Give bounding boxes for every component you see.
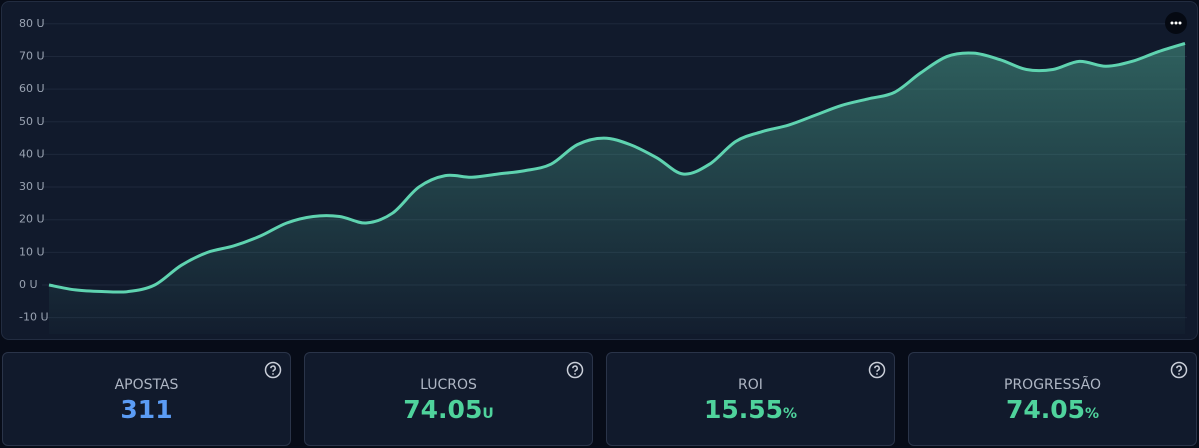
help-icon[interactable] [264,361,282,379]
help-icon[interactable] [1170,361,1188,379]
y-tick-label: 10 U [19,245,45,258]
y-tick-label: 20 U [19,213,45,226]
line [48,41,1186,294]
stat-value-row: 74.05U [305,395,592,424]
stat-value-row: 311 [3,395,290,424]
y-tick-label: 30 U [19,180,45,193]
y-tick-label: 80 U [19,17,45,30]
stat-card: LUCROS 74.05U [304,352,593,446]
y-tick-label: -10 U [19,311,49,324]
stat-card: APOSTAS 311 [2,352,291,446]
stat-unit: % [783,406,798,422]
chart: -10 U 0 U 10 U 20 U 30 U 40 U 50 U 60 U 70 U 80 U [19,17,1187,334]
stat-value: 74.05 [1005,395,1086,424]
stat-label: PROGRESSÃO [1004,377,1101,393]
stat-value-row: 15.55% [607,395,894,424]
help-icon[interactable] [868,361,886,379]
stat-card: PROGRESSÃO 74.05% [908,352,1197,446]
help-icon[interactable] [566,361,584,379]
area [49,43,1185,334]
stat-label: APOSTAS [114,377,179,393]
stat-unit: % [1085,406,1100,422]
stat-label: ROI [738,377,763,393]
menu-button[interactable] [1165,12,1187,34]
y-tick-label: 50 U [19,115,45,128]
y-tick-label: 70 U [19,49,45,62]
stat-value-row: 74.05% [909,395,1196,424]
stat-card: ROI 15.55% [606,352,895,446]
y-tick-label: 40 U [19,147,45,160]
chart-panel: -10 U 0 U 10 U 20 U 30 U 40 U 50 U 60 U 70 U 80 U [1,1,1198,340]
stat-label: LUCROS [420,377,477,393]
y-tick-label: 60 U [19,82,45,95]
stat-unit: U [482,406,494,422]
stat-value: 74.05 [403,395,483,424]
stat-value: 15.55 [703,395,784,424]
y-tick-label: 0 U [19,278,38,291]
stat-value: 311 [120,395,173,424]
